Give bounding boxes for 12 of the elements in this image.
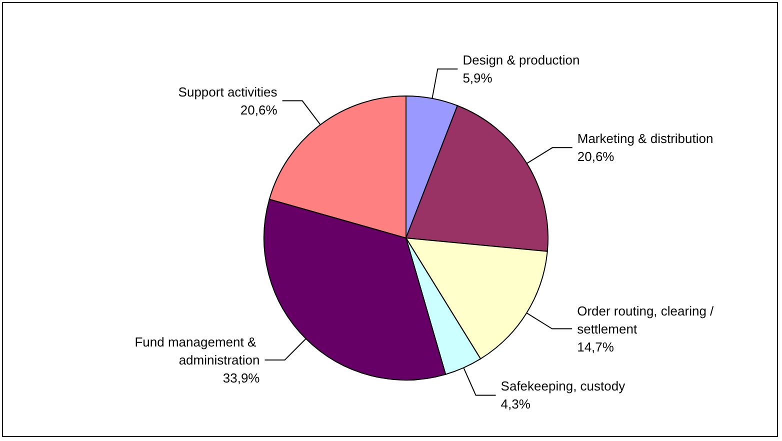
- data-label: 5,9%: [462, 70, 493, 86]
- data-label: 20,6%: [240, 102, 278, 118]
- data-label: 20,6%: [577, 149, 615, 164]
- data-label: 33,9%: [222, 370, 260, 386]
- slice-label: Marketing & distribution: [577, 131, 714, 146]
- slice-label: Support activities: [178, 84, 278, 100]
- slice-label: Order routing, clearing / settlement: [577, 303, 718, 336]
- slice-label: Fund management & administration: [134, 334, 260, 368]
- slice-label: Design & production: [462, 52, 580, 68]
- data-label: 4,3%: [500, 396, 531, 412]
- data-label: 14,7%: [577, 339, 614, 354]
- slice-label: Safekeeping, custody: [500, 378, 626, 394]
